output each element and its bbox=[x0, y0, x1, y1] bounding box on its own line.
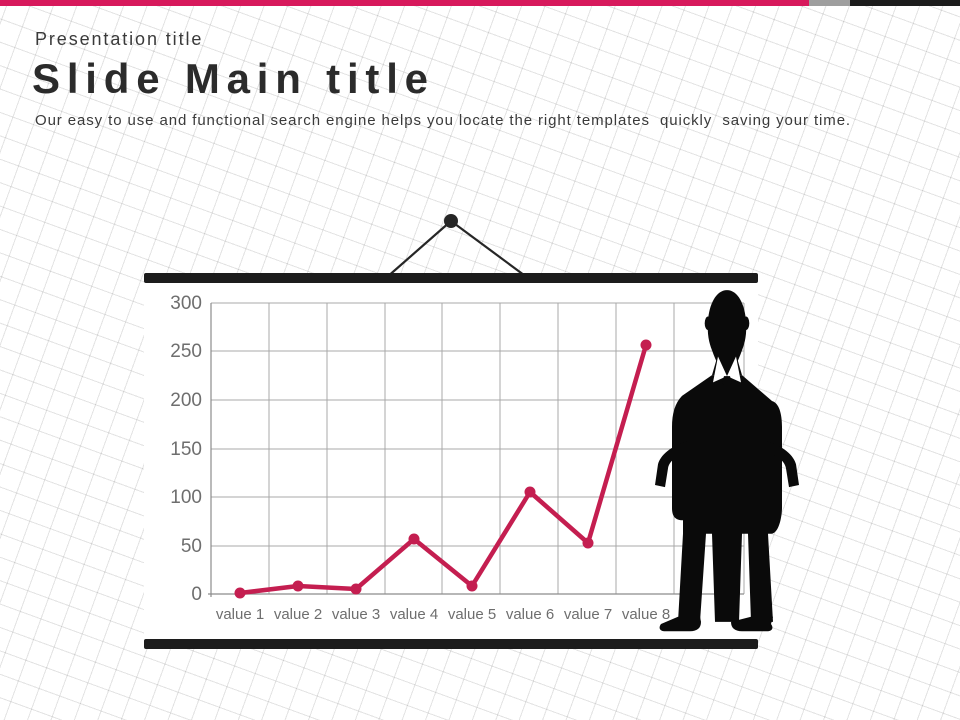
svg-text:0: 0 bbox=[191, 584, 202, 605]
svg-text:value 6: value 6 bbox=[506, 606, 554, 623]
svg-text:300: 300 bbox=[170, 293, 202, 314]
svg-text:200: 200 bbox=[170, 390, 202, 411]
svg-text:value 7: value 7 bbox=[564, 606, 612, 623]
svg-text:value 2: value 2 bbox=[274, 606, 322, 623]
svg-text:250: 250 bbox=[170, 341, 202, 362]
svg-text:100: 100 bbox=[170, 487, 202, 508]
svg-text:150: 150 bbox=[170, 439, 202, 460]
svg-text:value 3: value 3 bbox=[332, 606, 380, 623]
svg-text:value 1: value 1 bbox=[216, 606, 264, 623]
svg-text:value 4: value 4 bbox=[390, 606, 438, 623]
svg-text:value 5: value 5 bbox=[448, 606, 496, 623]
svg-text:value 8: value 8 bbox=[622, 606, 670, 623]
svg-text:50: 50 bbox=[181, 536, 202, 557]
